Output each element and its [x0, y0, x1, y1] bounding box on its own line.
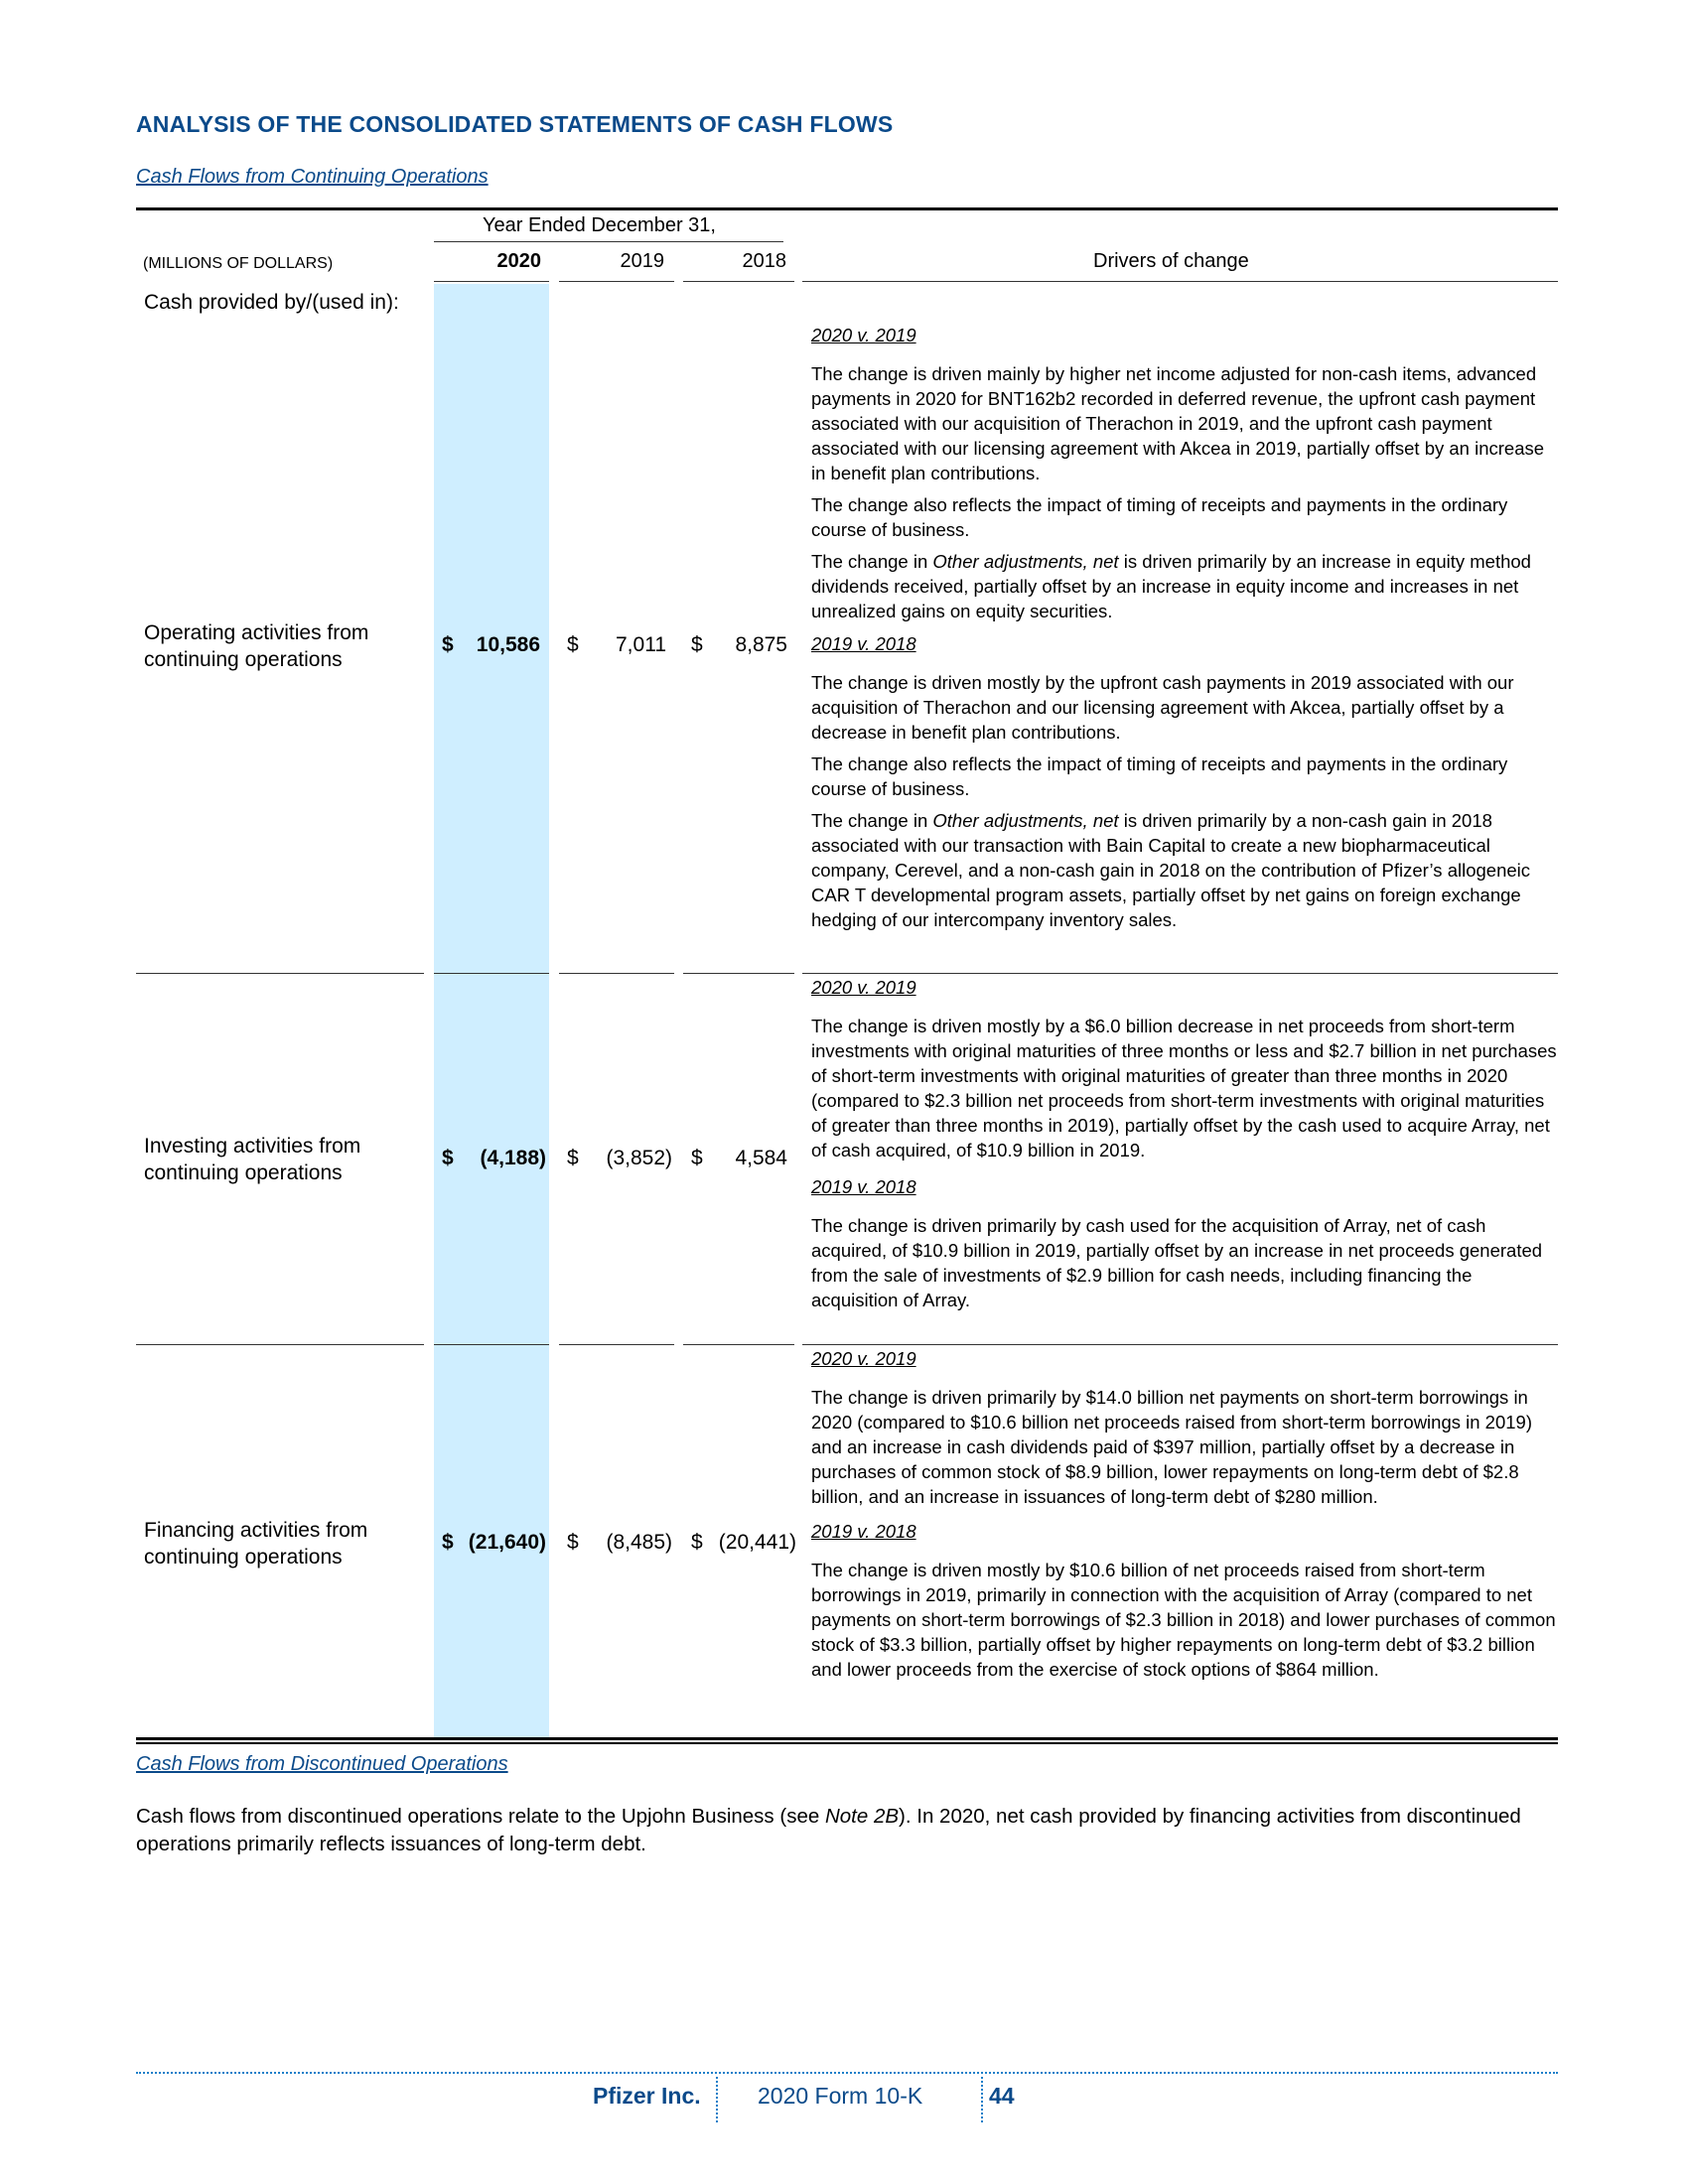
note-reference: Note 2B: [824, 1805, 900, 1828]
comparison-heading: 2019 v. 2018: [811, 1521, 916, 1542]
text-run: is driven primarily by a non-cash gain i…: [811, 810, 1531, 930]
footer-dotted-rule: [136, 2072, 1558, 2074]
comparison-heading: 2020 v. 2019: [811, 977, 916, 998]
row-label-financing: Financing activities from continuing ope…: [144, 1517, 422, 1570]
row-divider: [559, 973, 674, 974]
value-operating-2019: 7,011: [616, 633, 666, 656]
section-label: Cash provided by/(used in):: [144, 291, 399, 314]
currency-symbol: $: [442, 1531, 454, 1554]
value-investing-2020: (4,188): [480, 1147, 546, 1169]
driver-paragraph: The change is driven mainly by higher ne…: [811, 363, 1545, 483]
driver-paragraph: The change is driven mostly by $10.6 bil…: [811, 1560, 1556, 1680]
row-label-line: continuing operations: [144, 1161, 343, 1184]
currency-symbol: $: [691, 1531, 703, 1554]
footer-separator: [981, 2077, 983, 2122]
value-financing-2020: (21,640): [468, 1531, 546, 1554]
continuing-operations-link[interactable]: Cash Flows from Continuing Operations: [136, 166, 489, 188]
row-divider: [802, 973, 1558, 974]
other-adjustments-term: Other adjustments, net: [932, 551, 1119, 572]
row-label-line: continuing operations: [144, 648, 343, 671]
period-header: Year Ended December 31,: [483, 214, 716, 236]
footer-company: Pfizer Inc.: [593, 2083, 701, 2109]
value-investing-2018: 4,584: [735, 1147, 787, 1169]
comparison-heading: 2020 v. 2019: [811, 1348, 916, 1369]
text-run: is driven primarily by an increase in eq…: [811, 551, 1531, 621]
currency-symbol: $: [567, 1147, 579, 1169]
col-2020-rule: [434, 281, 549, 282]
table-top-rule: [136, 207, 1558, 210]
row-label-investing: Investing activities from continuing ope…: [144, 1133, 422, 1186]
value-financing-2018: (20,441): [718, 1531, 796, 1554]
highlight-2020-column: [434, 284, 549, 1737]
year-header-2019: 2019: [620, 250, 665, 272]
units-label: (MILLIONS OF DOLLARS): [143, 255, 334, 272]
row-divider: [434, 1344, 549, 1345]
driver-paragraph: The change in Other adjustments, net is …: [811, 549, 1561, 623]
comparison-heading: 2020 v. 2019: [811, 325, 916, 345]
col-2019-rule: [559, 281, 674, 282]
row-divider: [683, 1344, 794, 1345]
row-divider: [136, 973, 424, 974]
drivers-financing: 2020 v. 2019 The change is driven primar…: [811, 1346, 1561, 1689]
driver-paragraph: The change is driven mostly by a $6.0 bi…: [811, 1016, 1557, 1160]
table-bottom-rule: [136, 1737, 1558, 1740]
driver-paragraph: The change also reflects the impact of t…: [811, 494, 1508, 540]
value-financing-2019: (8,485): [606, 1531, 672, 1554]
row-label-line: Investing activities from: [144, 1135, 361, 1158]
driver-paragraph: The change is driven primarily by cash u…: [811, 1215, 1543, 1310]
driver-paragraph: The change also reflects the impact of t…: [811, 753, 1508, 799]
driver-paragraph: The change in Other adjustments, net is …: [811, 808, 1561, 932]
driver-paragraph: The change is driven mostly by the upfro…: [811, 672, 1514, 743]
drivers-operating: 2020 v. 2019 The change is driven mainly…: [811, 323, 1561, 939]
footer-separator: [716, 2077, 718, 2122]
text-run: ). In 2020, net cash provided by financi…: [136, 1805, 1521, 1855]
currency-symbol: $: [691, 633, 703, 656]
table-bottom-rule-double: [136, 1742, 1558, 1744]
currency-symbol: $: [442, 1147, 454, 1169]
comparison-heading: 2019 v. 2018: [811, 633, 916, 654]
footer-form: 2020 Form 10-K: [758, 2083, 923, 2109]
text-run: The change in: [811, 551, 933, 572]
year-header-2018: 2018: [742, 250, 787, 272]
period-header-rule: [434, 241, 783, 242]
row-label-line: Financing activities from: [144, 1519, 368, 1542]
row-divider: [683, 973, 794, 974]
value-investing-2019: (3,852): [606, 1147, 672, 1169]
row-label-line: Operating activities from: [144, 621, 369, 644]
currency-symbol: $: [442, 633, 454, 656]
currency-symbol: $: [567, 633, 579, 656]
other-adjustments-term: Other adjustments, net: [932, 810, 1119, 831]
row-divider: [559, 1344, 674, 1345]
currency-symbol: $: [567, 1531, 579, 1554]
value-operating-2020: 10,586: [476, 633, 540, 656]
page-number: 44: [989, 2083, 1015, 2109]
row-label-line: continuing operations: [144, 1546, 343, 1569]
value-operating-2018: 8,875: [735, 633, 787, 656]
drivers-investing: 2020 v. 2019 The change is driven mostly…: [811, 975, 1561, 1319]
row-divider: [802, 1344, 1558, 1345]
discontinued-operations-link[interactable]: Cash Flows from Discontinued Operations: [136, 1753, 508, 1775]
drivers-rule: [802, 281, 1558, 282]
row-divider: [434, 973, 549, 974]
text-run: Cash flows from discontinued operations …: [136, 1805, 825, 1828]
driver-paragraph: The change is driven primarily by $14.0 …: [811, 1387, 1532, 1507]
discontinued-operations-text: Cash flows from discontinued operations …: [136, 1803, 1556, 1858]
drivers-header: Drivers of change: [1093, 250, 1249, 272]
currency-symbol: $: [691, 1147, 703, 1169]
year-header-2020: 2020: [496, 250, 542, 272]
page-title: ANALYSIS OF THE CONSOLIDATED STATEMENTS …: [136, 111, 894, 137]
comparison-heading: 2019 v. 2018: [811, 1176, 916, 1197]
text-run: The change in: [811, 810, 933, 831]
col-2018-rule: [683, 281, 794, 282]
row-label-operating: Operating activities from continuing ope…: [144, 619, 422, 673]
row-divider: [136, 1344, 424, 1345]
